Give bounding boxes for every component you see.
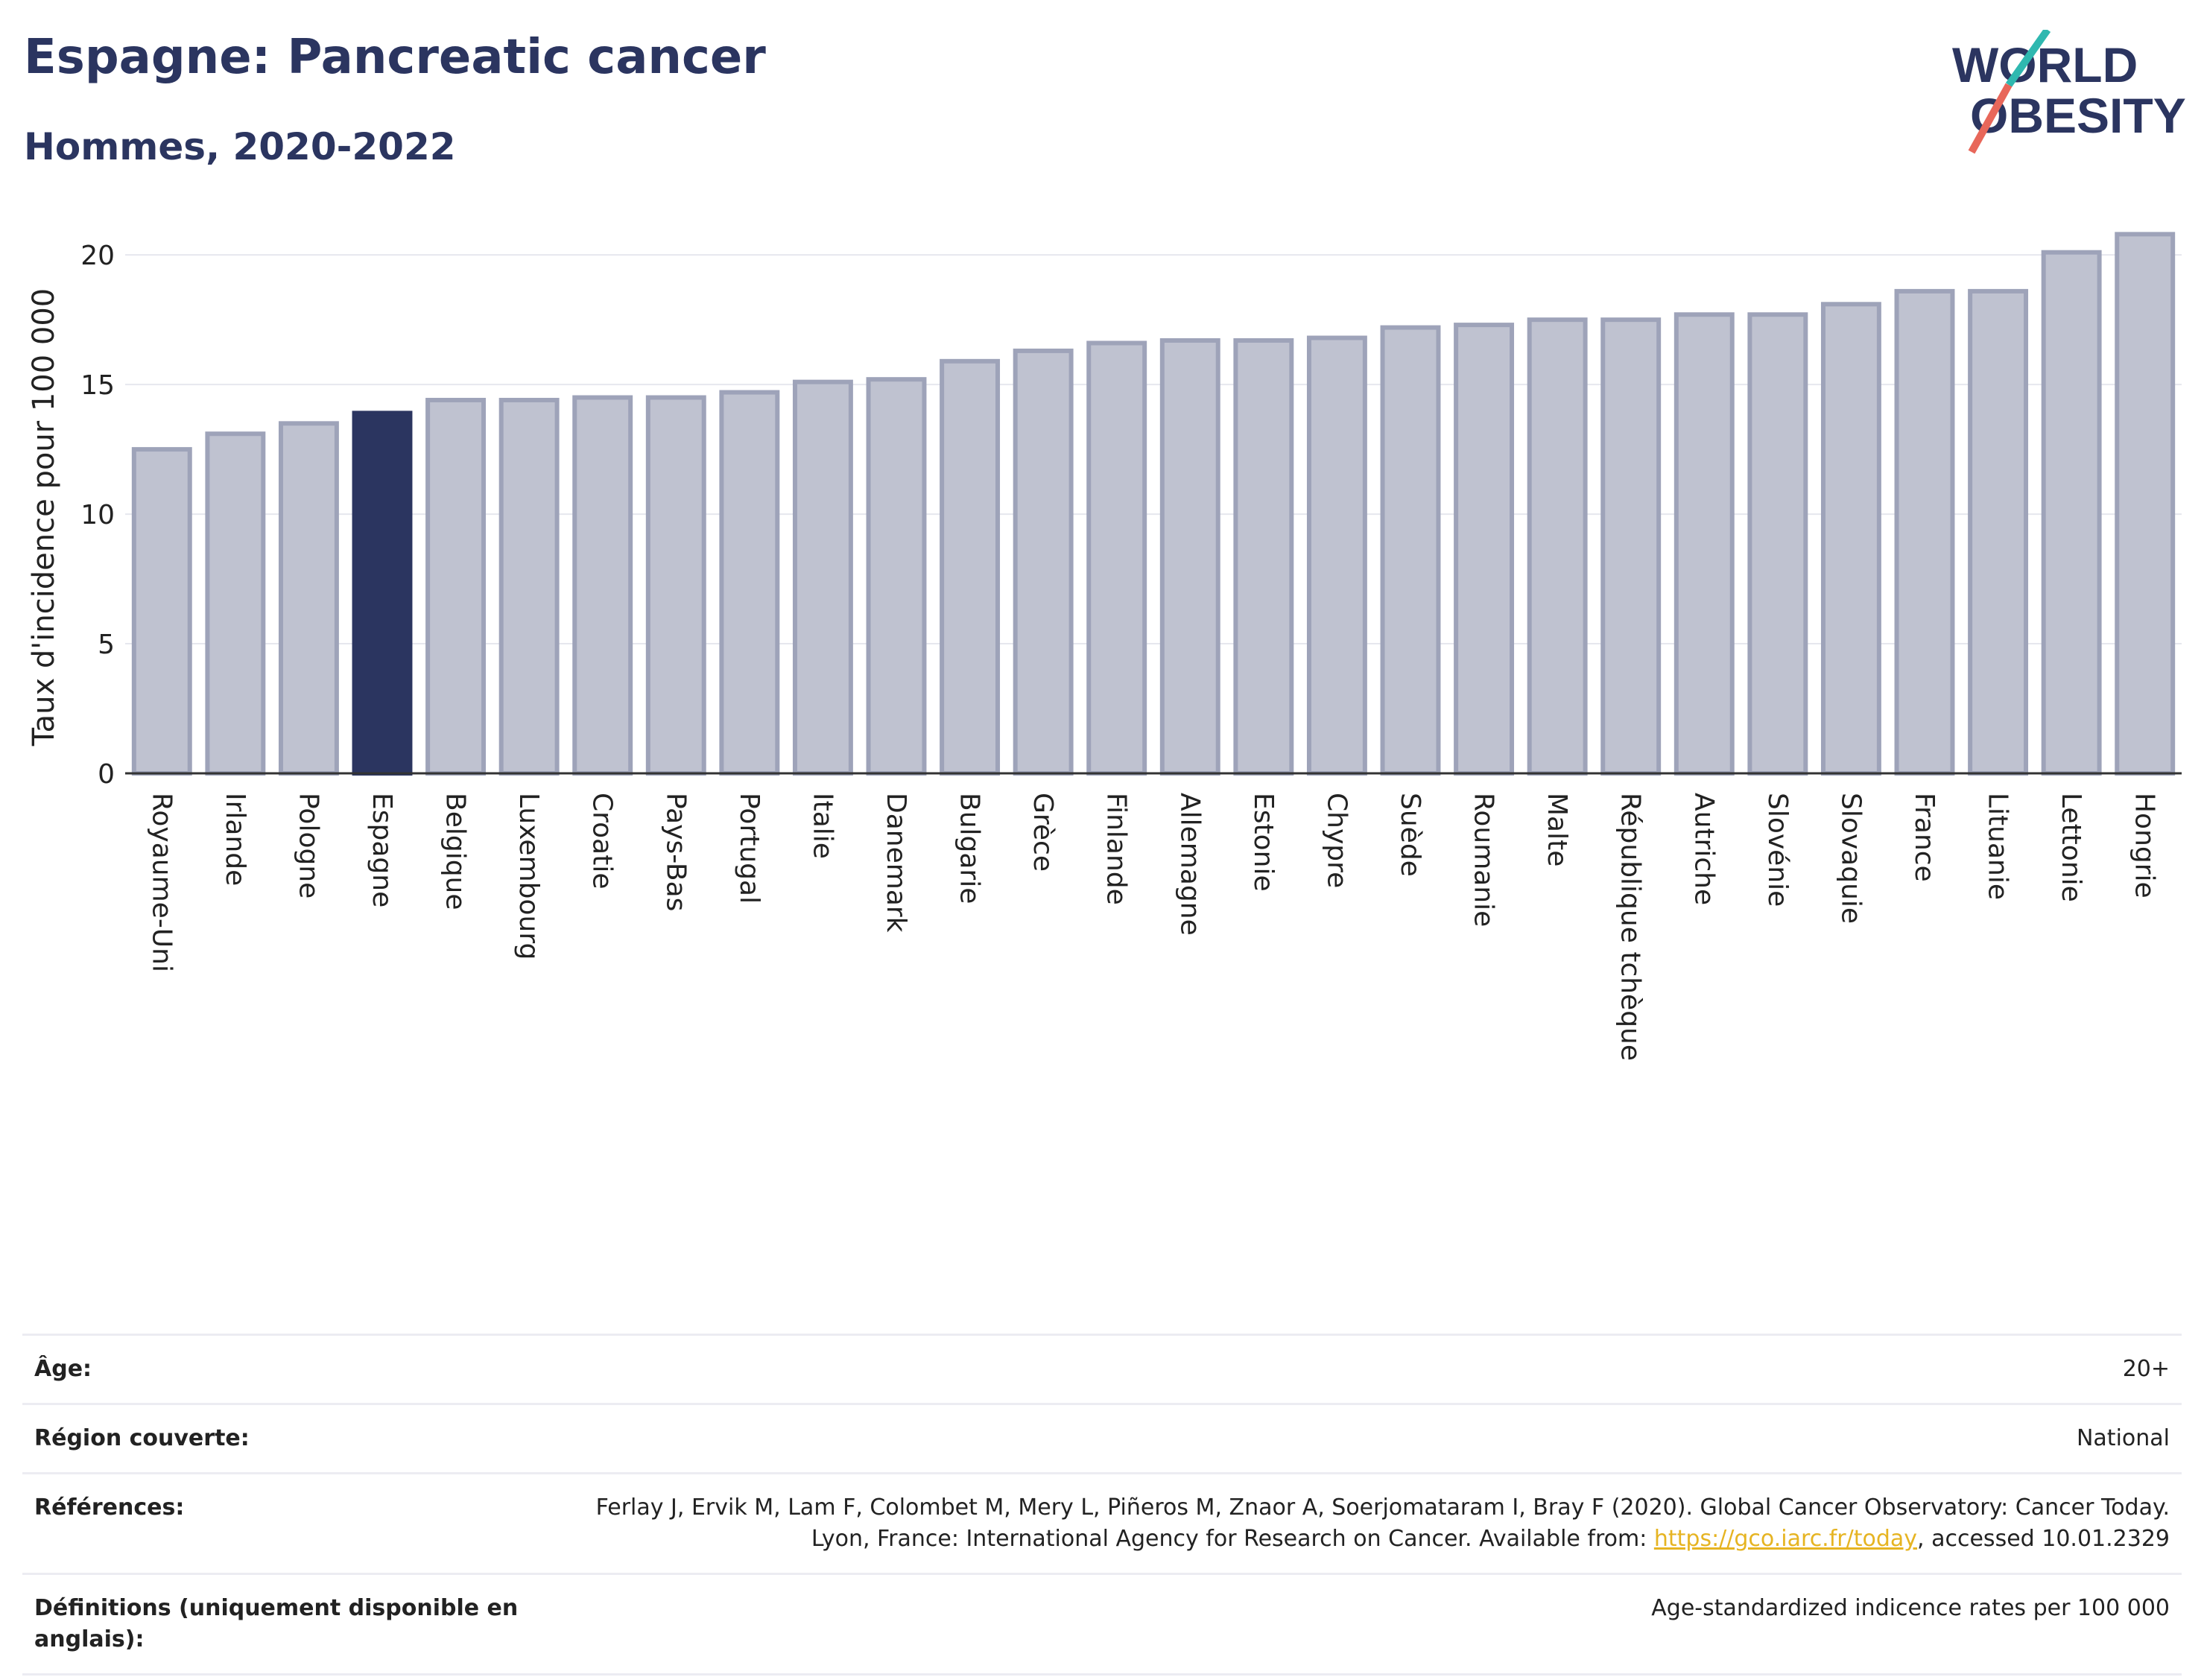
bar (572, 395, 633, 776)
bar (940, 358, 1001, 776)
bar (866, 377, 927, 776)
bar (1306, 335, 1367, 776)
metadata-table: Âge: 20+ Région couverte: National Référ… (22, 1334, 2182, 1676)
meta-value: 20+ (2122, 1356, 2170, 1382)
y-tick-label: 15 (80, 370, 115, 401)
bar (1233, 337, 1294, 776)
bar (1086, 340, 1147, 776)
x-tick-label: Irlande (220, 793, 250, 886)
meta-label: Définitions (uniquement disponible en an… (34, 1595, 519, 1652)
bar (1380, 325, 1441, 776)
x-tick-label: Slovaquie (1835, 793, 1866, 924)
reference-link[interactable]: https://gco.iarc.fr/today (1653, 1526, 1918, 1552)
reference-text: Ferlay J, Ervik M, Lam F, Colombet M, Me… (595, 1494, 2170, 1552)
meta-row-references: Références: Ferlay J, Ervik M, Lam F, Co… (22, 1472, 2182, 1573)
bar (1600, 317, 1662, 776)
meta-label: Références: (34, 1494, 185, 1521)
bar (131, 447, 192, 776)
meta-label: Région couverte: (34, 1425, 250, 1451)
bar (1968, 288, 2029, 776)
bar (425, 398, 487, 776)
bar (645, 395, 706, 776)
meta-value: Age-standardized indicence rates per 100… (1651, 1595, 2170, 1621)
x-tick-label: Danemark (881, 793, 911, 933)
x-tick-label: Lituanie (1983, 793, 2013, 900)
x-tick-label: Chypre (1321, 793, 1352, 888)
meta-value-references: Ferlay J, Ervik M, Lam F, Colombet M, Me… (568, 1492, 2170, 1555)
bar (1747, 312, 1808, 776)
bar (205, 431, 266, 776)
bar (352, 411, 413, 776)
logo-slash-coral (1968, 83, 2013, 154)
x-tick-label: République tchèque (1615, 793, 1646, 1061)
x-tick-label: Malte (1542, 793, 1572, 866)
bar (1673, 312, 1735, 776)
meta-value: National (2076, 1425, 2170, 1451)
x-tick-label: Pologne (293, 793, 323, 898)
bar (2115, 232, 2176, 776)
x-tick-label: Hongrie (2129, 793, 2160, 898)
x-tick-label: Espagne (367, 793, 397, 907)
bar (2041, 250, 2102, 776)
x-tick-label: Portugal (734, 793, 764, 904)
x-tick-label: Bulgarie (954, 793, 985, 904)
y-axis-label: Taux d'incidence pour 100 000 (27, 288, 61, 747)
x-tick-label: Luxembourg (513, 793, 544, 960)
bar (1894, 288, 1955, 776)
bar (1454, 323, 1515, 776)
world-obesity-logo: WORLD OBESITY (1952, 30, 2186, 154)
bar (498, 398, 560, 776)
x-tick-label: Croatie (587, 793, 618, 890)
x-tick-label: Slovénie (1762, 793, 1793, 907)
meta-label: Âge: (34, 1356, 92, 1382)
x-tick-label: Grèce (1027, 793, 1058, 872)
y-tick-label: 5 (98, 630, 115, 660)
x-tick-label: Roumanie (1469, 793, 1499, 927)
x-tick-label: Royaume-Uni (146, 793, 177, 972)
logo-line1: WORLD (1952, 37, 2138, 92)
x-tick-label: Estonie (1248, 793, 1279, 892)
meta-row-age: Âge: 20+ (22, 1334, 2182, 1403)
x-tick-label: Finlande (1101, 793, 1132, 905)
x-tick-label: Suède (1395, 793, 1425, 877)
reference-suffix: , accessed 10.01.2329 (1917, 1526, 2170, 1552)
x-tick-label: Lettonie (2056, 793, 2086, 902)
x-tick-label: Allemagne (1174, 793, 1205, 936)
bar (719, 390, 780, 776)
bar (1013, 348, 1074, 776)
x-tick-label: Autriche (1688, 793, 1719, 905)
x-tick-label: France (1909, 793, 1939, 882)
y-tick-label: 10 (80, 500, 115, 530)
x-tick-label: Belgique (440, 793, 471, 910)
logo-slash-teal (2005, 30, 2051, 87)
bar (1159, 337, 1220, 776)
meta-row-region: Région couverte: National (22, 1403, 2182, 1472)
page-subtitle: Hommes, 2020-2022 (24, 125, 456, 168)
y-tick-label: 20 (80, 241, 115, 271)
bar-chart: 0 5 10 15 20 Royaume-Uni Irlande Pologne Espagne… (27, 232, 2182, 1061)
page-title: Espagne: Pancreatic cancer (24, 30, 766, 85)
bar (792, 379, 853, 776)
x-tick-label: Pays-Bas (660, 793, 691, 911)
bar (278, 421, 339, 776)
bar (1527, 317, 1588, 776)
meta-row-definitions: Définitions (uniquement disponible en an… (22, 1573, 2182, 1676)
x-tick-label: Italie (807, 793, 837, 859)
y-tick-label: 0 (98, 759, 115, 790)
bar (1820, 302, 1881, 776)
